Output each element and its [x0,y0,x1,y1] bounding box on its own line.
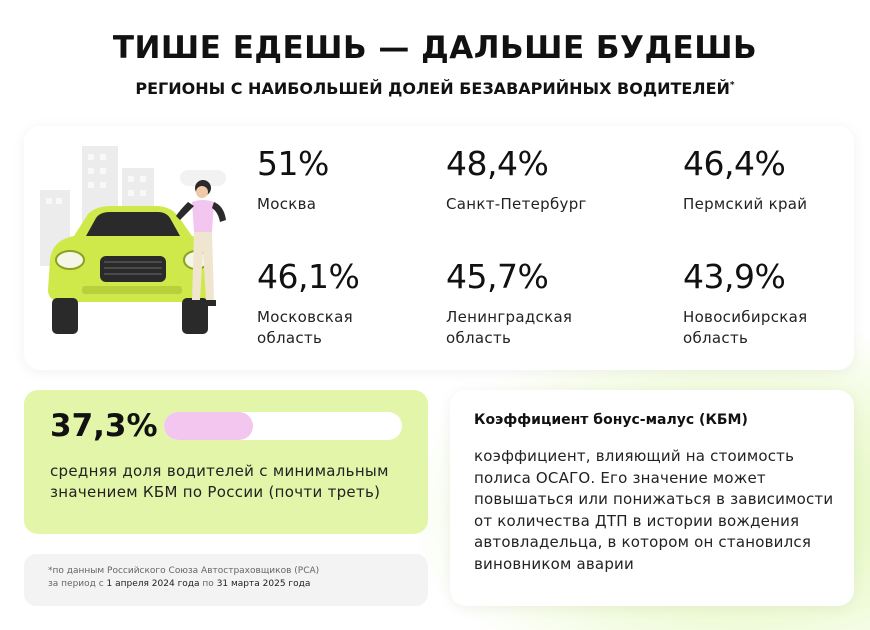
region-stat-novosibirsk-oblast: 43,9% Новосибирская область [683,259,833,349]
footnote-card [24,554,428,606]
subtitle-text: РЕГИОНЫ С НАИБОЛЬШЕЙ ДОЛЕЙ БЕЗАВАРИЙНЫХ … [135,79,730,98]
summary-progress-bar [164,412,402,440]
region-name: Пермский край [683,195,808,213]
region-value: 43,9% [683,257,786,296]
footnote-period-mid: по [199,579,217,589]
region-name: Ленинградская область [446,308,573,347]
page-title: ТИШЕ ЕДЕШЬ — ДАЛЬШЕ БУДЕШЬ [112,30,758,66]
kbm-card [450,390,854,606]
footnote-period-prefix: за период с [48,579,107,589]
region-stat-spb: 48,4% Санкт-Петербург [446,146,646,215]
subtitle-footnote-mark: * [729,80,735,91]
footnote-date-from: 1 апреля 2024 года [106,579,200,589]
region-stat-perm: 46,4% Пермский край [683,146,848,215]
kbm-title: Коэффициент бонус-малус (КБМ) [474,412,748,428]
region-value: 46,1% [257,257,360,296]
region-value: 48,4% [446,144,549,183]
region-value: 51% [257,144,329,183]
page-subtitle: РЕГИОНЫ С НАИБОЛЬШЕЙ ДОЛЕЙ БЕЗАВАРИЙНЫХ … [0,79,870,98]
region-stat-moscow: 51% Москва [257,146,417,215]
footnote-line-2: за период с 1 апреля 2024 года по 31 мар… [48,578,418,591]
summary-description: средняя доля водителей с минимальным зна… [50,462,389,501]
kbm-description: коэффициент, влияющий на стоимость полис… [474,447,834,573]
region-value: 45,7% [446,257,549,296]
region-name: Санкт-Петербург [446,195,587,213]
region-stat-moscow-oblast: 46,1% Московская область [257,259,377,349]
car-and-driver-illustration [40,146,226,334]
summary-value: 37,3% [50,408,158,444]
footnote-date-to: 31 марта 2025 года [216,579,311,589]
footnote-line-1: *по данным Российского Союза Автострахов… [48,566,320,576]
region-value: 46,4% [683,144,786,183]
summary-progress-fill [164,412,253,440]
footnote: *по данным Российского Союза Автострахов… [48,565,418,591]
region-name: Москва [257,195,317,213]
region-name: Московская область [257,308,353,347]
region-name: Новосибирская область [683,308,808,347]
region-stat-leningrad-oblast: 45,7% Ленинградская область [446,259,596,349]
